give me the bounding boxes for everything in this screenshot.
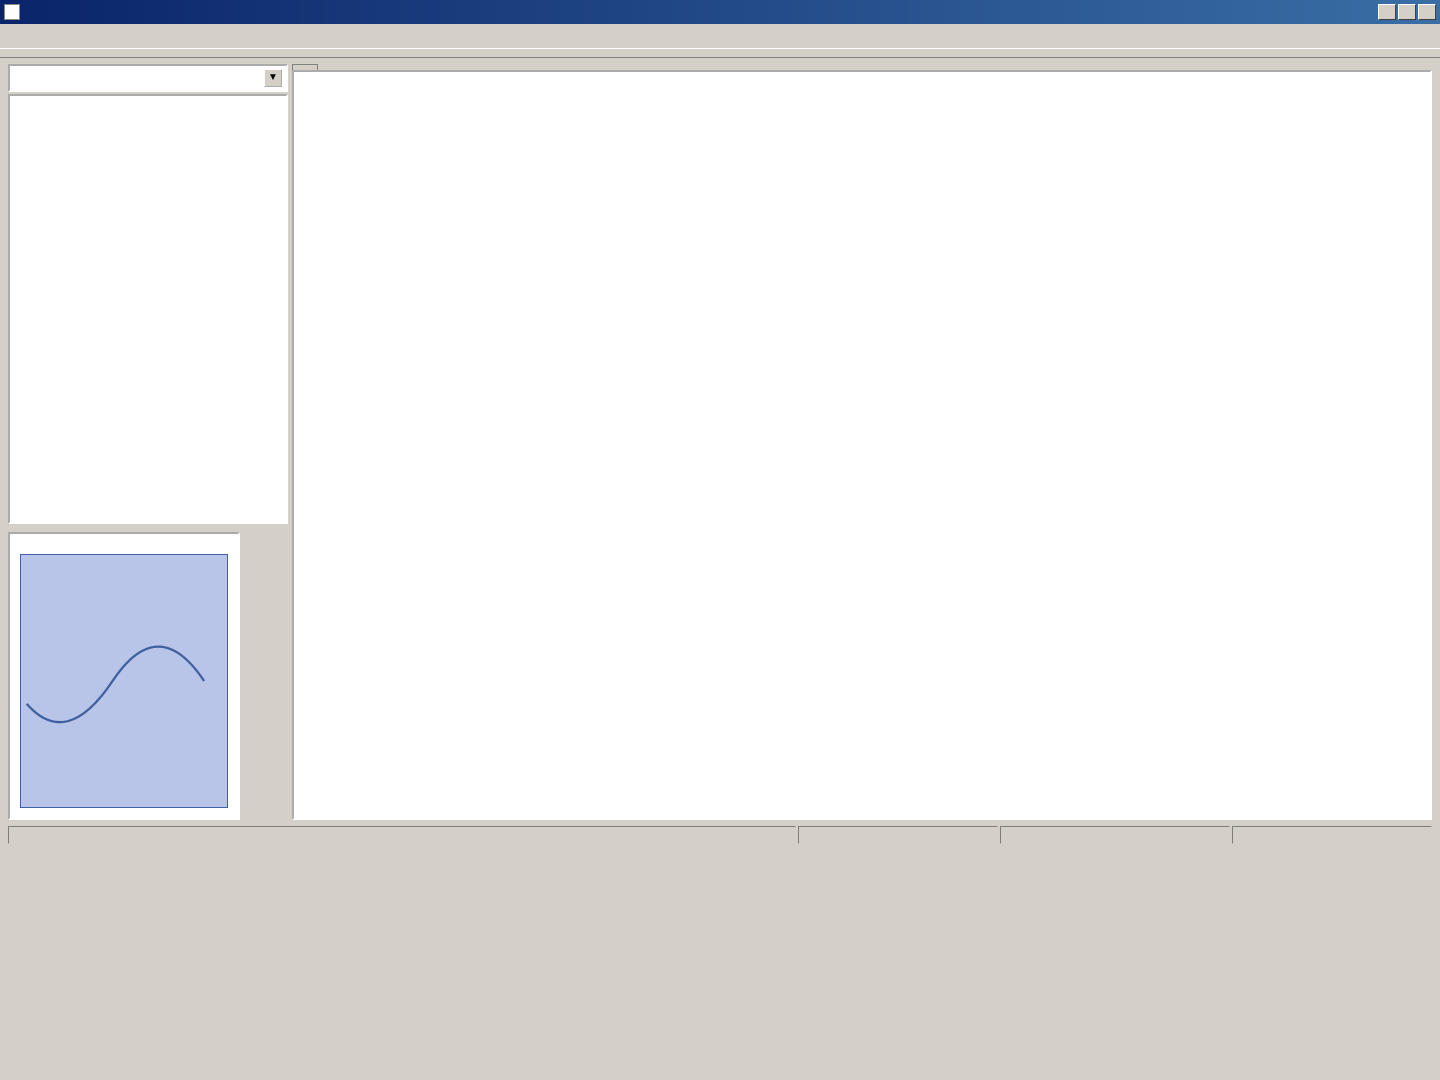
dropdown-arrow-icon[interactable]: ▼ [264, 69, 282, 87]
command-grid[interactable] [8, 94, 288, 524]
status-bar [0, 824, 1440, 846]
app-icon [4, 4, 20, 20]
right-panel [292, 64, 1432, 820]
minimize-button[interactable] [1378, 4, 1396, 20]
status-cell-1 [8, 826, 796, 844]
preview-box [20, 554, 228, 808]
maximize-button[interactable] [1398, 4, 1416, 20]
status-cell-3 [1000, 826, 1230, 844]
title-bar [0, 0, 1440, 24]
grid-tabs [8, 526, 288, 530]
menu-bar [0, 24, 1440, 48]
status-cell-4 [1232, 826, 1432, 844]
main-toolbar [0, 48, 1440, 58]
bottom-toolbar [0, 846, 1440, 854]
close-button[interactable] [1418, 4, 1436, 20]
commands-dropdown[interactable]: ▼ [8, 64, 288, 92]
preview-panel [8, 532, 240, 820]
left-panel: ▼ [8, 64, 288, 820]
chart-area [292, 70, 1432, 820]
status-cell-2 [798, 826, 998, 844]
